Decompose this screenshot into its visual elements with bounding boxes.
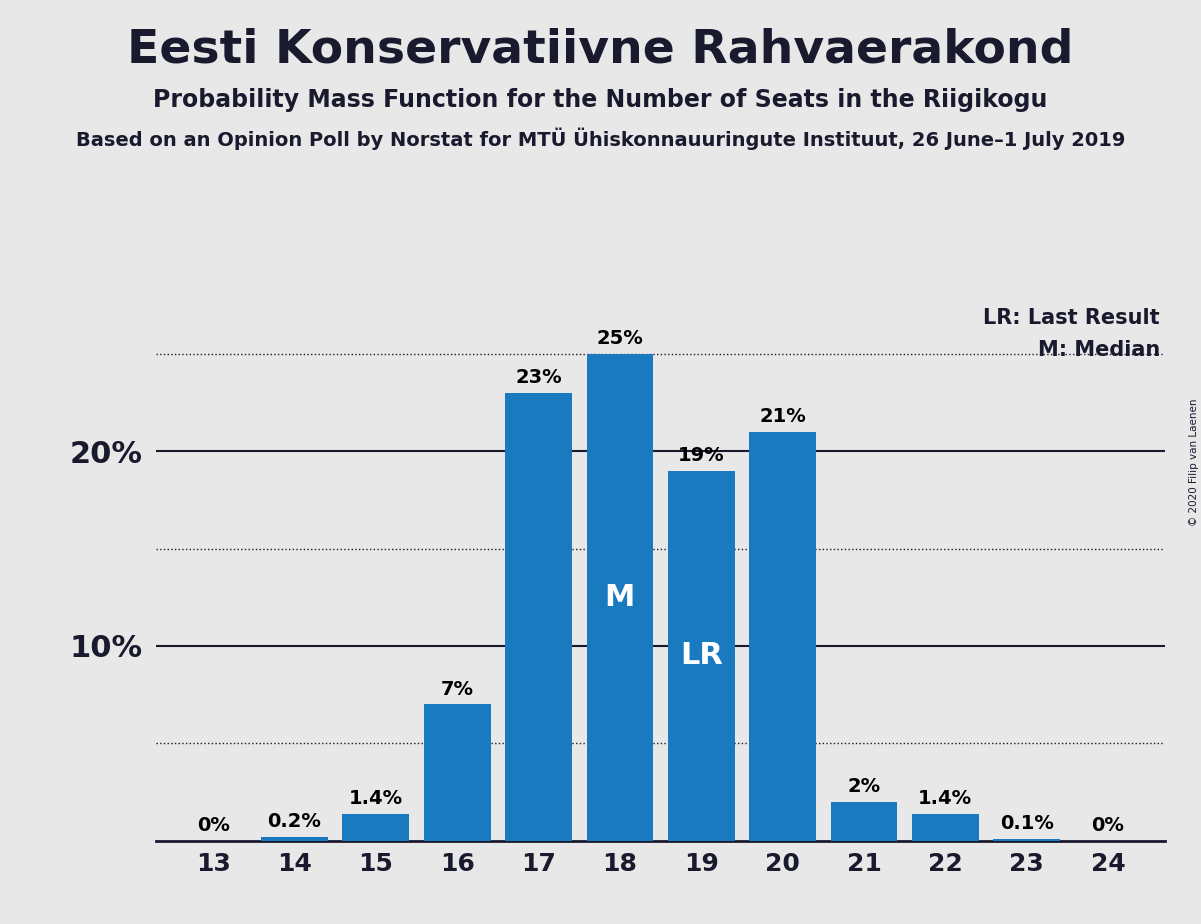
Bar bbox=[668, 470, 735, 841]
Text: 25%: 25% bbox=[597, 329, 644, 347]
Text: 0.2%: 0.2% bbox=[268, 812, 322, 831]
Text: 21%: 21% bbox=[759, 407, 806, 426]
Text: 2%: 2% bbox=[848, 777, 880, 796]
Text: Based on an Opinion Poll by Norstat for MTÜ Ühiskonnauuringute Instituut, 26 Jun: Based on an Opinion Poll by Norstat for … bbox=[76, 128, 1125, 150]
Text: 0%: 0% bbox=[197, 816, 229, 835]
Text: © 2020 Filip van Laenen: © 2020 Filip van Laenen bbox=[1189, 398, 1199, 526]
Text: M: Median: M: Median bbox=[1038, 340, 1160, 359]
Text: 0%: 0% bbox=[1092, 816, 1124, 835]
Text: Probability Mass Function for the Number of Seats in the Riigikogu: Probability Mass Function for the Number… bbox=[154, 88, 1047, 112]
Bar bbox=[586, 354, 653, 841]
Bar bbox=[261, 837, 328, 841]
Text: LR: Last Result: LR: Last Result bbox=[984, 308, 1160, 328]
Bar bbox=[831, 802, 897, 841]
Text: Eesti Konservatiivne Rahvaerakond: Eesti Konservatiivne Rahvaerakond bbox=[127, 28, 1074, 73]
Bar bbox=[993, 839, 1060, 841]
Text: M: M bbox=[604, 583, 635, 612]
Text: 0.1%: 0.1% bbox=[999, 814, 1053, 833]
Bar bbox=[342, 813, 410, 841]
Bar bbox=[912, 813, 979, 841]
Text: LR: LR bbox=[680, 641, 723, 670]
Bar bbox=[506, 393, 572, 841]
Text: 7%: 7% bbox=[441, 679, 473, 699]
Text: 23%: 23% bbox=[515, 368, 562, 387]
Bar bbox=[749, 432, 815, 841]
Bar bbox=[424, 704, 490, 841]
Text: 1.4%: 1.4% bbox=[348, 789, 402, 808]
Text: 19%: 19% bbox=[677, 445, 724, 465]
Text: 1.4%: 1.4% bbox=[919, 789, 973, 808]
